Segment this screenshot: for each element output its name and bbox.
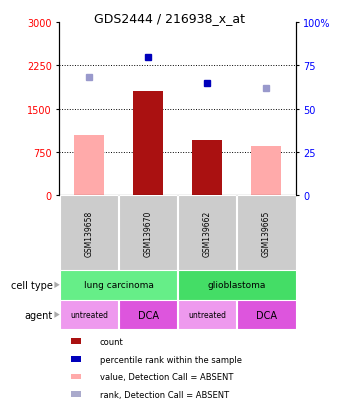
Text: lung carcinoma: lung carcinoma (84, 280, 154, 290)
Text: count: count (100, 337, 123, 346)
Text: GSM139670: GSM139670 (143, 210, 153, 256)
Bar (119, 196, 177, 270)
Text: DCA: DCA (256, 310, 277, 320)
Bar (71, 356, 81, 362)
Bar (237, 196, 295, 270)
Bar (71, 374, 81, 380)
Text: untreated: untreated (70, 310, 108, 319)
Text: glioblastoma: glioblastoma (207, 280, 266, 290)
Bar (119, 300, 177, 330)
Bar (71, 339, 81, 344)
Bar (252, 147, 281, 196)
Bar (74, 135, 104, 196)
Bar (133, 92, 163, 196)
Bar (192, 141, 222, 196)
Polygon shape (54, 311, 60, 318)
Text: DCA: DCA (138, 310, 159, 320)
Text: GSM139662: GSM139662 (203, 210, 212, 256)
Bar (60, 270, 177, 300)
Bar (178, 270, 295, 300)
Text: percentile rank within the sample: percentile rank within the sample (100, 355, 242, 364)
Bar (178, 196, 236, 270)
Text: agent: agent (24, 310, 53, 320)
Text: cell type: cell type (11, 280, 53, 290)
Bar (60, 196, 118, 270)
Text: GSM139665: GSM139665 (262, 210, 271, 256)
Text: untreated: untreated (188, 310, 226, 319)
Polygon shape (54, 282, 60, 288)
Bar (71, 392, 81, 397)
Bar (237, 300, 295, 330)
Text: GDS2444 / 216938_x_at: GDS2444 / 216938_x_at (95, 12, 245, 24)
Bar (178, 300, 236, 330)
Text: value, Detection Call = ABSENT: value, Detection Call = ABSENT (100, 373, 233, 381)
Text: GSM139658: GSM139658 (85, 210, 94, 256)
Text: rank, Detection Call = ABSENT: rank, Detection Call = ABSENT (100, 390, 229, 399)
Bar (60, 300, 118, 330)
